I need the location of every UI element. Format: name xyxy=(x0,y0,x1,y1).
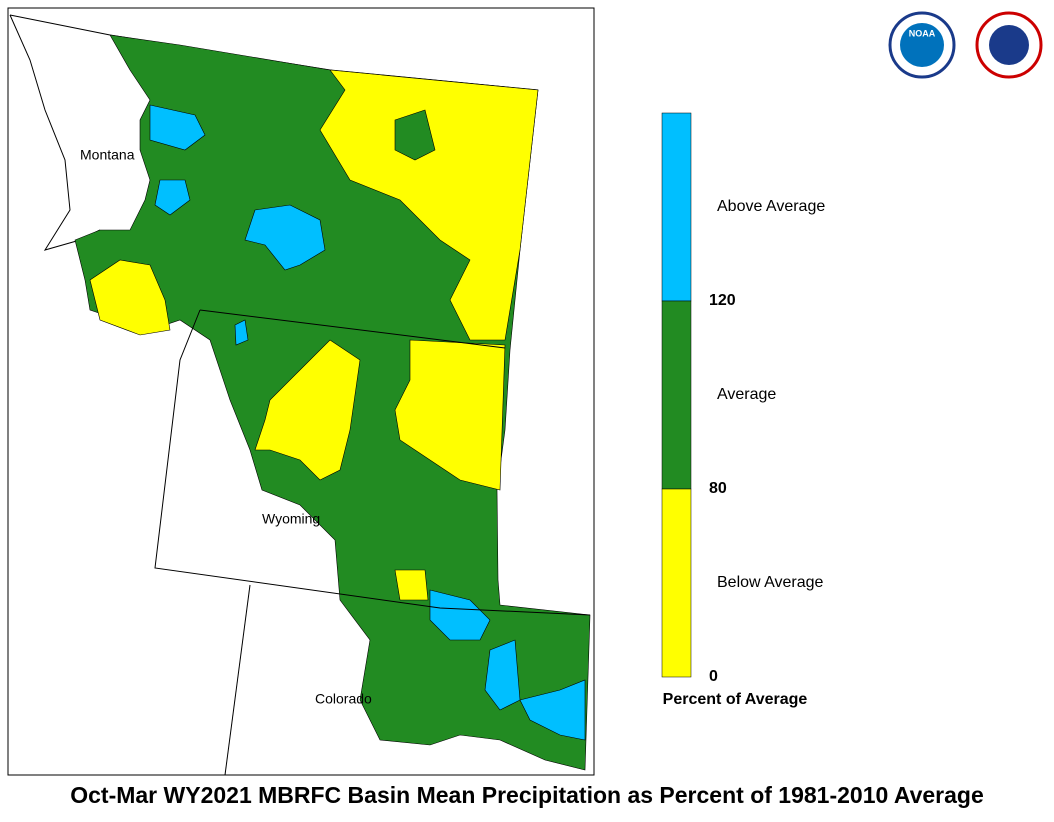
legend-swatch xyxy=(661,300,692,490)
legend-swatch xyxy=(661,488,692,678)
legend-label: Average xyxy=(717,386,776,403)
state-boundary xyxy=(9,14,101,251)
basin-region xyxy=(484,639,521,711)
state-boundary xyxy=(154,309,591,616)
basin-region xyxy=(154,179,191,216)
basin-region xyxy=(394,109,436,161)
state-boundary xyxy=(224,584,251,776)
state-label: Montana xyxy=(80,147,135,163)
legend-break: 120 xyxy=(709,292,736,309)
basin-region xyxy=(234,319,249,346)
legend-label: Above Average xyxy=(717,198,825,215)
logos: NOAA xyxy=(888,11,1043,79)
noaa-logo-inner xyxy=(900,23,944,67)
basin-region xyxy=(394,339,506,491)
basin-region xyxy=(394,569,429,601)
legend: Percent of Average Above Average Average B… xyxy=(661,112,825,708)
nws-logo-inner xyxy=(989,25,1029,65)
map: Montana Wyoming Colorado xyxy=(9,14,591,776)
legend-title: Percent of Average xyxy=(663,691,808,708)
legend-break: 80 xyxy=(709,480,727,497)
noaa-logo-text: NOAA xyxy=(909,28,936,38)
state-label: Colorado xyxy=(315,691,372,707)
basin-region xyxy=(244,204,326,271)
basin-region xyxy=(149,104,206,151)
basin-region xyxy=(429,589,491,641)
basin-region xyxy=(319,69,539,341)
state-boundary xyxy=(199,309,506,349)
basin-region xyxy=(519,679,586,741)
legend-break: 0 xyxy=(709,668,718,685)
legend-swatch xyxy=(661,112,692,302)
basin-region xyxy=(89,259,171,336)
basin-region xyxy=(254,339,361,481)
state-label: Wyoming xyxy=(262,511,320,527)
figure-title: Oct-Mar WY2021 MBRFC Basin Mean Precipit… xyxy=(70,782,984,808)
legend-label: Below Average xyxy=(717,574,824,591)
